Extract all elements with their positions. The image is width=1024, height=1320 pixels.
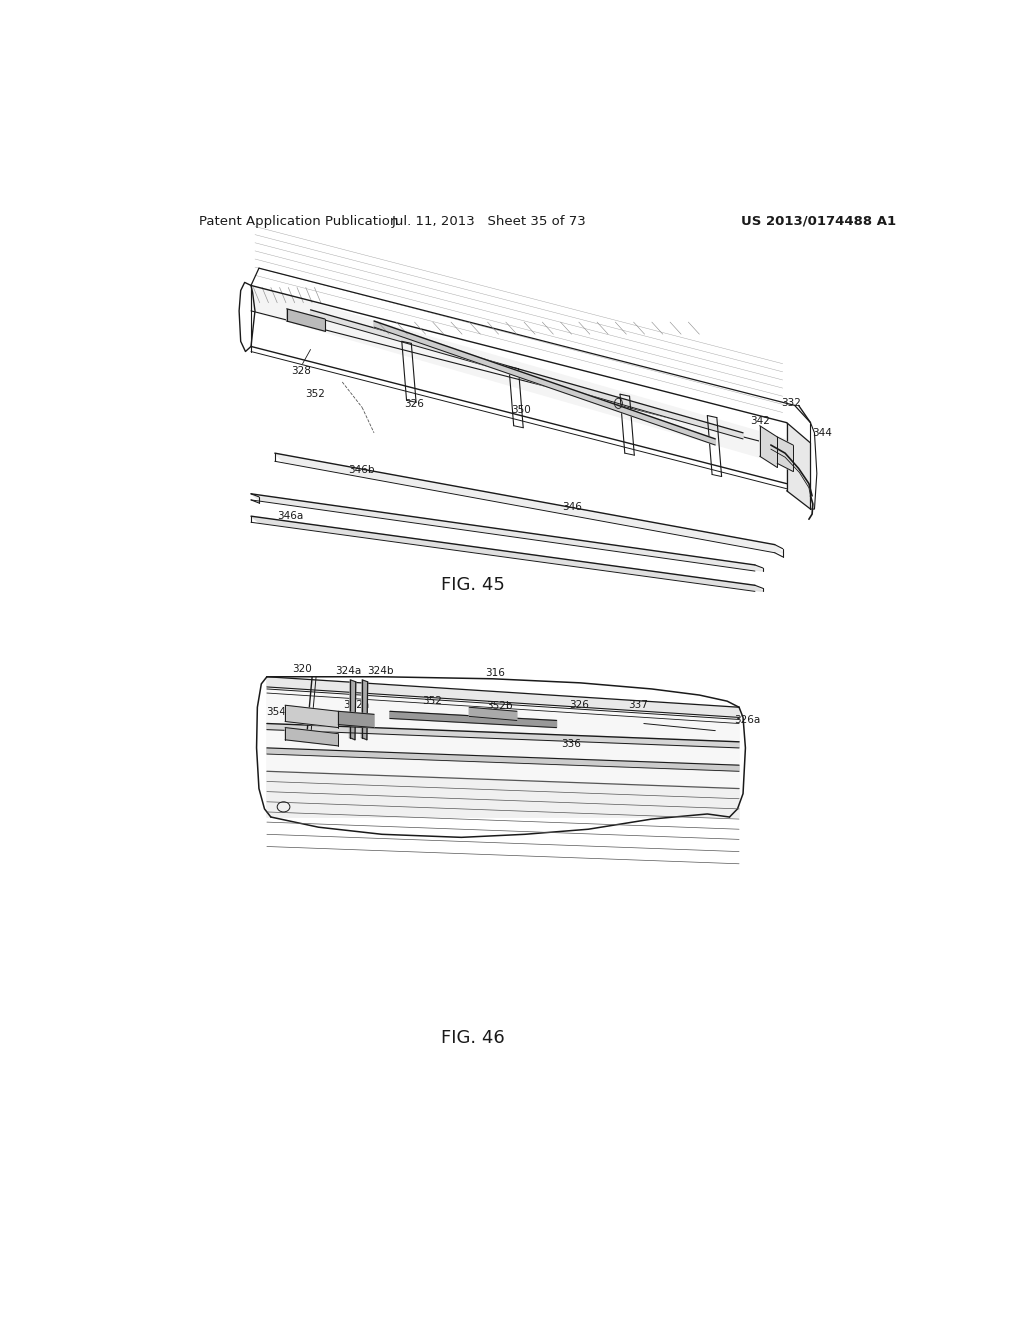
Text: Patent Application Publication: Patent Application Publication: [200, 215, 398, 228]
Text: 346a: 346a: [278, 511, 304, 521]
Text: FIG. 45: FIG. 45: [441, 577, 505, 594]
Polygon shape: [390, 711, 557, 727]
Polygon shape: [760, 426, 777, 467]
Polygon shape: [349, 680, 355, 739]
Polygon shape: [285, 727, 338, 746]
Polygon shape: [338, 711, 374, 727]
Text: 354: 354: [265, 708, 286, 717]
Polygon shape: [267, 677, 739, 817]
Polygon shape: [251, 285, 799, 469]
Text: 316: 316: [484, 668, 505, 677]
Polygon shape: [777, 437, 793, 471]
Text: 324b: 324b: [368, 665, 393, 676]
Polygon shape: [267, 677, 739, 718]
Text: 328: 328: [291, 366, 311, 376]
Text: 332: 332: [780, 399, 801, 408]
Polygon shape: [361, 680, 368, 739]
Text: 352: 352: [422, 696, 442, 706]
Polygon shape: [274, 453, 782, 553]
Polygon shape: [267, 748, 739, 771]
Text: 346: 346: [562, 502, 583, 512]
Text: 352a: 352a: [343, 700, 370, 710]
Text: 320: 320: [292, 664, 311, 673]
Polygon shape: [374, 321, 715, 445]
Text: 326a: 326a: [734, 715, 760, 726]
Text: 342: 342: [750, 416, 770, 425]
Text: FIG. 46: FIG. 46: [441, 1028, 505, 1047]
Text: 352b: 352b: [486, 701, 513, 711]
Text: 352: 352: [305, 389, 326, 399]
Text: 324a: 324a: [336, 665, 361, 676]
Text: 337: 337: [629, 700, 648, 710]
Polygon shape: [310, 310, 743, 440]
Text: 326: 326: [569, 700, 590, 710]
Text: 336: 336: [561, 739, 581, 748]
Text: 350: 350: [511, 405, 530, 416]
Polygon shape: [267, 771, 739, 817]
Polygon shape: [287, 309, 325, 331]
Polygon shape: [469, 708, 517, 721]
Text: Jul. 11, 2013   Sheet 35 of 73: Jul. 11, 2013 Sheet 35 of 73: [392, 215, 587, 228]
Polygon shape: [251, 516, 763, 591]
Text: US 2013/0174488 A1: US 2013/0174488 A1: [741, 215, 896, 228]
Polygon shape: [285, 705, 338, 727]
Text: 346b: 346b: [348, 466, 375, 475]
Text: 344: 344: [812, 428, 833, 438]
Polygon shape: [267, 723, 739, 748]
Text: 326: 326: [403, 400, 424, 409]
Polygon shape: [251, 494, 763, 572]
Polygon shape: [786, 422, 811, 510]
